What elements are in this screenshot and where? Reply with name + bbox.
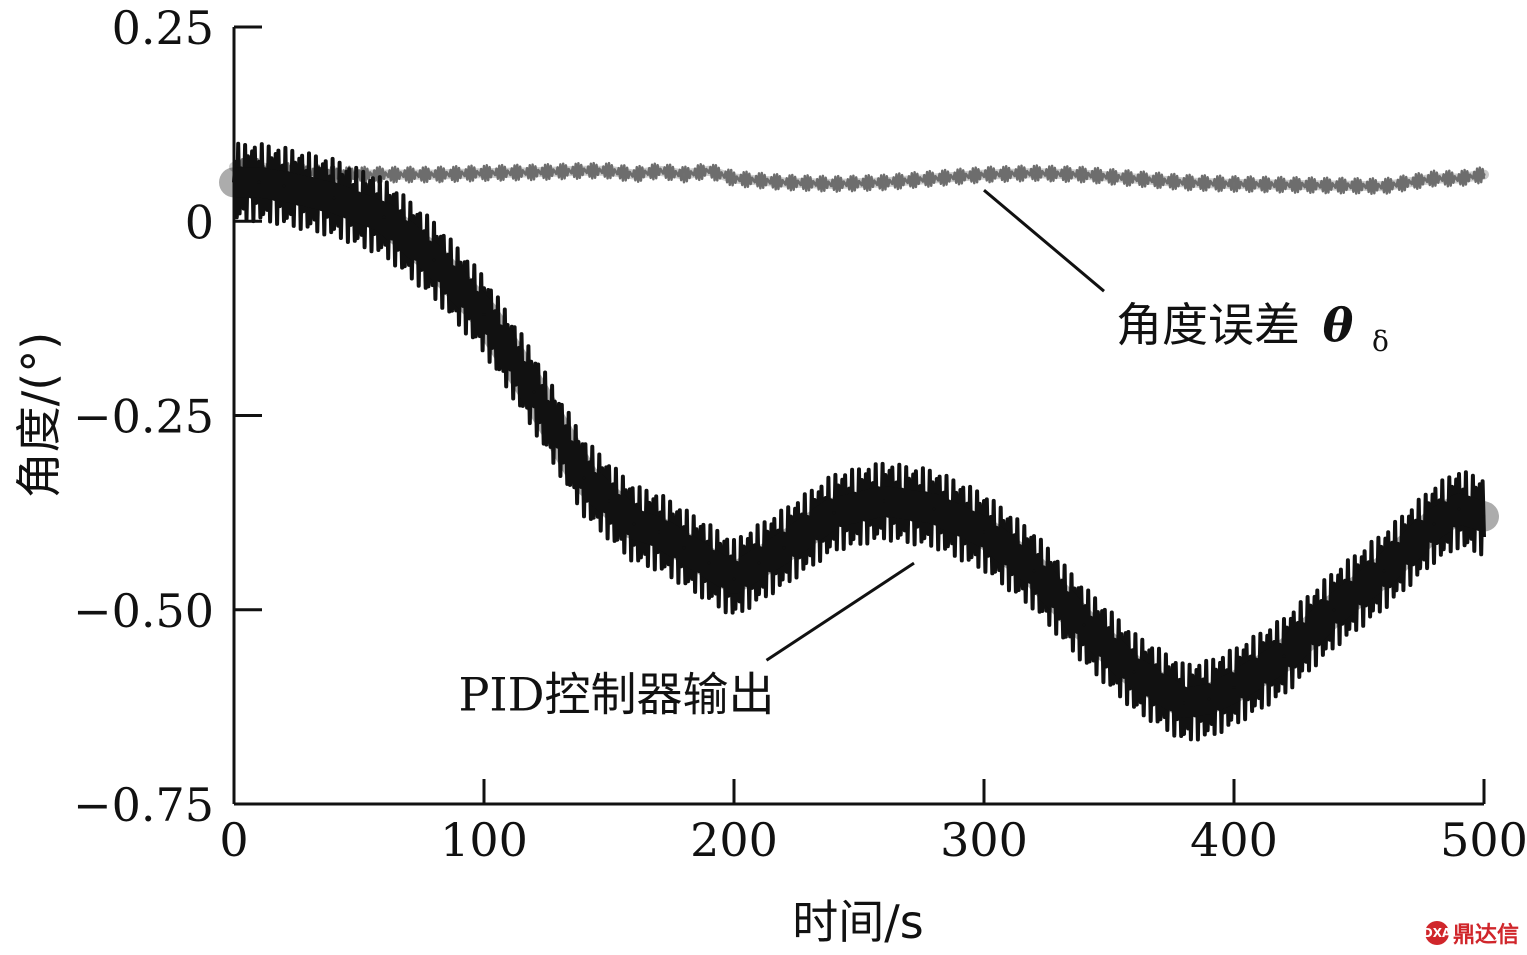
series-0-point	[782, 180, 786, 184]
y-tick-label: −0.50	[73, 584, 214, 638]
series-0-point	[982, 173, 986, 177]
series-1-point	[1457, 507, 1461, 511]
annotation-leader-line-pid	[765, 561, 915, 662]
series-0-point	[932, 177, 936, 180]
series-1-point	[657, 530, 661, 534]
series-1-point	[1382, 569, 1386, 573]
series-1-point	[982, 530, 986, 534]
series-0-point	[1332, 184, 1336, 187]
series-1-point	[1232, 686, 1236, 689]
series-0-point	[732, 177, 736, 180]
watermark: DXA 鼎达信	[1423, 917, 1519, 949]
annotation-error-symbol: θ	[1323, 298, 1354, 352]
series-0-point	[657, 169, 661, 173]
series-1-point	[1132, 670, 1136, 674]
y-tick-label: −0.75	[73, 778, 214, 832]
y-tick-label: −0.25	[73, 390, 214, 444]
annotation-error-subscript: δ	[1372, 325, 1389, 358]
series-0-point	[1282, 183, 1286, 187]
watermark-text: 鼎达信	[1452, 923, 1519, 948]
series-1-point	[532, 390, 536, 394]
annotation-pid-label: PID控制器输出	[458, 667, 774, 721]
series-0-point	[482, 171, 486, 175]
series-1-point	[682, 546, 686, 550]
x-axis-title: 时间/s	[792, 895, 923, 949]
series-1-point	[707, 561, 711, 565]
annotation-leader-line-error	[983, 189, 1105, 293]
series-0-point	[532, 170, 536, 174]
series-0-point	[1182, 180, 1186, 184]
series-0-point	[632, 173, 636, 177]
series-0-point	[707, 169, 711, 173]
tick-labels: 0 100 200 300 400 500 0.25 0 −0.25 −0.50 −0.75	[73, 1, 1527, 867]
x-tick-label: 0	[219, 813, 248, 867]
series-0-point	[1232, 182, 1236, 186]
x-tick-label: 200	[690, 813, 778, 867]
series-0-point	[432, 173, 436, 177]
series-1-point	[757, 561, 761, 565]
annotations: 角度误差 θ δ PID控制器输出	[458, 189, 1389, 721]
series-0-point	[1432, 177, 1436, 180]
series-1-envelope	[219, 167, 1499, 718]
series-0	[229, 157, 1489, 196]
series-1	[219, 141, 1499, 742]
series-0-point	[582, 169, 586, 173]
series-1-point	[1032, 569, 1036, 573]
series-0-point	[682, 173, 686, 177]
series-1-point	[1182, 701, 1186, 705]
y-tick-label: 0	[185, 195, 214, 249]
series-0-envelope	[229, 161, 1489, 192]
series-0-point	[1082, 173, 1086, 177]
series-1-point	[607, 499, 611, 503]
series-layer	[219, 141, 1499, 742]
series-0-point	[1382, 184, 1386, 188]
series-0-point	[1132, 177, 1136, 180]
series-1-point	[282, 184, 286, 188]
annotation-error-label: 角度误差 θ δ	[1116, 298, 1389, 358]
series-1-point	[1082, 623, 1086, 627]
x-tick-label: 400	[1190, 813, 1278, 867]
series-1-point	[257, 180, 261, 184]
series-1-point	[582, 476, 586, 480]
x-tick-label: 500	[1440, 813, 1527, 867]
series-0-point	[1457, 177, 1461, 180]
series-1-point	[882, 499, 886, 503]
watermark-logo-icon: DXA	[1423, 921, 1451, 945]
series-0-point	[1032, 171, 1036, 175]
series-0-point	[882, 180, 886, 184]
series-1-point	[1207, 697, 1211, 701]
series-1-point	[1482, 515, 1486, 518]
series-1-point	[432, 258, 436, 262]
series-0-point	[382, 173, 386, 177]
y-tick-label: 0.25	[112, 1, 214, 55]
series-1-point	[382, 215, 386, 219]
series-1-point	[482, 313, 486, 316]
series-1-trace	[232, 141, 1486, 742]
series-1-point	[832, 511, 836, 515]
x-tick-label: 300	[940, 813, 1028, 867]
series-1-point	[732, 577, 736, 581]
series-0-point	[1407, 180, 1411, 184]
series-0-trace	[232, 157, 1486, 196]
y-axis-title: 角度/(°)	[12, 332, 66, 498]
series-1-point	[782, 546, 786, 550]
series-1-point	[932, 507, 936, 511]
series-0-point	[1482, 173, 1486, 177]
annotation-error-text: 角度误差	[1116, 298, 1300, 352]
axes	[232, 25, 1486, 806]
series-0-point	[832, 182, 836, 186]
series-1-point	[632, 522, 636, 526]
series-1-point	[1332, 608, 1336, 612]
x-tick-label: 100	[440, 813, 528, 867]
series-1-point	[1282, 654, 1286, 658]
series-0-point	[607, 169, 611, 173]
series-1-point	[332, 196, 336, 200]
series-1-point	[1432, 522, 1436, 526]
